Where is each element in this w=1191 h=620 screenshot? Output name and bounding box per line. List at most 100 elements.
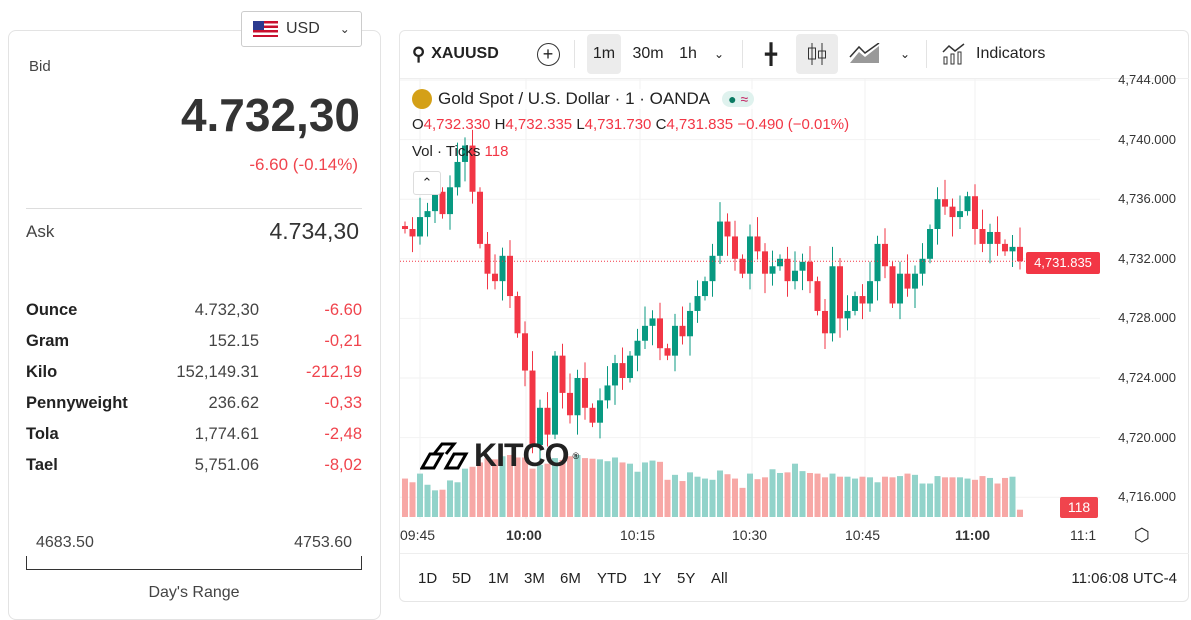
ask-label: Ask	[26, 222, 55, 241]
candle	[852, 296, 858, 311]
volume-bar	[454, 482, 461, 517]
candle	[694, 296, 701, 311]
area-chart-icon[interactable]	[848, 34, 882, 74]
volume-bar	[1009, 476, 1016, 517]
volume-bar	[807, 472, 813, 517]
volume-bar	[679, 481, 686, 517]
candle	[492, 273, 498, 282]
interval-1h[interactable]: 1h	[679, 45, 697, 62]
range-button-5y[interactable]: 5Y	[677, 570, 696, 587]
candle	[619, 363, 626, 378]
range-high: 4753.60	[294, 534, 352, 551]
candle	[762, 251, 768, 274]
volume-bar	[934, 476, 941, 517]
chevron-down-icon[interactable]: ⌄	[713, 47, 725, 61]
volume-bar	[799, 471, 806, 517]
volume-bar	[642, 462, 648, 517]
unit-value: 4.732,30	[194, 301, 259, 319]
indicators-button[interactable]: Indicators	[942, 34, 1045, 74]
chart-widget	[399, 30, 1189, 602]
volume-bar	[492, 459, 498, 517]
volume-bar	[739, 487, 746, 517]
candle	[964, 196, 971, 212]
interval-1m[interactable]: 1m	[587, 34, 621, 74]
volume-bar	[424, 484, 431, 517]
unit-change: -0,33	[324, 394, 362, 412]
price-axis-label: 4,740.000	[1118, 131, 1176, 147]
volume-bar	[867, 477, 873, 517]
candle	[432, 191, 438, 212]
unit-name: Ounce	[26, 301, 78, 319]
candle	[814, 281, 821, 311]
candle	[679, 325, 686, 337]
volume-bar	[724, 474, 731, 517]
candle	[897, 273, 903, 304]
search-icon: ⚲	[412, 43, 426, 64]
volume-bar	[814, 473, 821, 517]
unit-change: -6.60	[324, 301, 362, 319]
candle	[957, 211, 963, 218]
candle	[439, 191, 446, 215]
candle	[544, 407, 551, 435]
compare-add-icon[interactable]: +	[535, 34, 561, 74]
candle	[889, 266, 896, 304]
chevron-down-icon[interactable]: ⌄	[899, 47, 911, 61]
volume-bar	[477, 462, 483, 517]
volume-bar	[402, 478, 408, 517]
price-axis-label: 4,724.000	[1118, 370, 1176, 385]
currency-select[interactable]: USD ⌄	[241, 11, 362, 47]
symbol-search[interactable]: ⚲ XAUUSD	[412, 34, 499, 74]
range-button-3m[interactable]: 3M	[524, 570, 545, 587]
unit-row-pennyweight: Pennyweight 236.62 -0,33	[26, 394, 362, 416]
candle	[484, 243, 491, 274]
candle	[597, 400, 603, 423]
range-button-all[interactable]: All	[711, 570, 728, 587]
indicators-label: Indicators	[976, 45, 1046, 62]
volume-bar	[664, 479, 671, 517]
candlestick-icon[interactable]	[796, 34, 838, 74]
range-button-ytd[interactable]: YTD	[597, 570, 627, 587]
price-card	[8, 30, 381, 620]
collapse-legend-button[interactable]: ⌃	[413, 171, 441, 195]
candle	[522, 333, 528, 371]
candle	[754, 236, 761, 252]
unit-name: Gram	[26, 332, 70, 350]
gold-icon	[412, 89, 432, 109]
volume-bar	[694, 476, 701, 517]
divider	[26, 208, 362, 209]
unit-row-gram: Gram 152.15 -0,21	[26, 332, 362, 354]
candle	[934, 199, 941, 229]
price-chart[interactable]	[400, 79, 1189, 524]
candle	[612, 363, 618, 386]
range-button-5d[interactable]: 5D	[452, 570, 472, 587]
volume-bar	[859, 476, 866, 517]
candle	[687, 310, 693, 337]
unit-name: Pennyweight	[26, 394, 128, 412]
candle	[424, 211, 431, 218]
volume-bar	[432, 490, 438, 517]
range-button-1y[interactable]: 1Y	[643, 570, 662, 587]
unit-name: Tola	[26, 425, 59, 443]
candle	[469, 145, 476, 192]
unit-change: -0,21	[324, 332, 362, 350]
candle	[987, 231, 993, 244]
time-axis-label: 10:45	[845, 527, 881, 543]
candle	[582, 378, 588, 408]
unit-row-tola: Tola 1,774.61 -2,48	[26, 425, 362, 447]
range-button-1m[interactable]: 1M	[488, 570, 509, 587]
range-button-6m[interactable]: 6M	[560, 570, 581, 587]
bar-chart-icon[interactable]: ╋	[764, 43, 778, 66]
volume-bar	[762, 477, 768, 517]
candle	[627, 355, 633, 378]
volume-bar	[627, 463, 633, 517]
chart-settings-icon[interactable]: ⬡	[1134, 525, 1150, 545]
volume-bar	[1017, 509, 1023, 517]
interval-30m[interactable]: 30m	[632, 45, 664, 62]
volume-bar	[949, 477, 956, 517]
candle	[859, 296, 866, 304]
range-button-1d[interactable]: 1D	[418, 570, 438, 587]
candle	[822, 310, 828, 334]
unit-value: 152,149.31	[176, 363, 259, 381]
symbol-label: XAUUSD	[431, 45, 499, 62]
volume-bar	[874, 482, 881, 517]
